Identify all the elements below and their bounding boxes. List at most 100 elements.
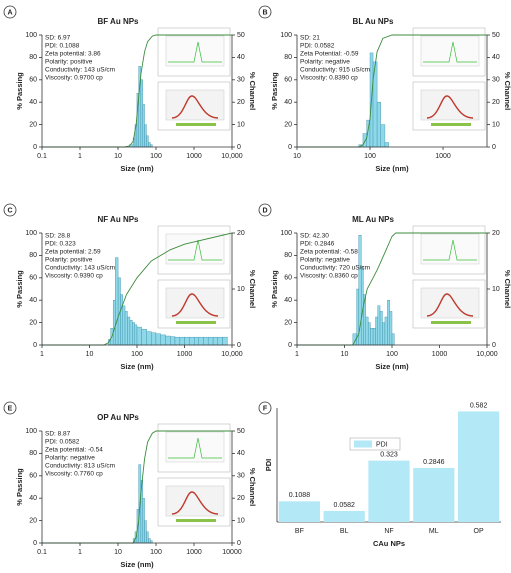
panel-title: NF Au NPs <box>97 215 139 224</box>
panel-title: OP Au NPs <box>97 413 139 422</box>
histogram-bar <box>377 305 381 346</box>
x-tick-label: 10 <box>114 153 122 160</box>
histogram-bar <box>372 327 376 346</box>
annotation: Polarity: negative <box>300 257 350 264</box>
histogram-bar <box>142 497 145 544</box>
inset-bar <box>176 123 216 126</box>
y-tick-label: 80 <box>29 252 37 259</box>
annotation: SD: 6.97 <box>45 35 71 42</box>
cumulative-line <box>297 34 487 148</box>
x-tick-label: 100 <box>150 549 162 556</box>
y-tick-label: 80 <box>29 450 37 457</box>
y2-tick-label: 20 <box>237 495 245 502</box>
x-tick-label: 1 <box>78 153 82 160</box>
x-tick-label: 10000 <box>222 549 242 556</box>
y-tick-label: 60 <box>29 275 37 282</box>
panel-badge <box>258 401 272 415</box>
y2-tick-label: 40 <box>492 54 500 61</box>
panel-badge <box>258 5 272 19</box>
y-tick-label: 60 <box>29 77 37 84</box>
annotation: Viscosity: 0.7760 cp <box>45 471 103 478</box>
x-tick-label: 1 <box>295 351 299 358</box>
annotation: Zeta Potential: -0.59 <box>300 51 359 58</box>
y2-tick-label: 50 <box>237 32 245 39</box>
histogram-bar <box>151 332 157 346</box>
cumulative-line <box>42 430 232 544</box>
inset-plot <box>165 431 225 463</box>
y-tick-label: 40 <box>29 297 37 304</box>
y-axis-title: % Passing <box>270 72 279 110</box>
histogram-bar <box>222 336 228 346</box>
panel-letter: E <box>8 405 13 412</box>
inset-curve <box>171 95 219 119</box>
annotation: Conductivity: 813 uS/cm <box>45 463 115 470</box>
histogram-bar <box>203 336 209 346</box>
histogram-bar <box>179 336 185 346</box>
y-axis-title: PDI <box>264 459 273 472</box>
y2-tick-label: 50 <box>237 428 245 435</box>
y-tick-label: 0 <box>33 342 37 349</box>
annotation: Viscosity: 0.9390 cp <box>45 273 103 280</box>
histogram-bar <box>376 101 381 148</box>
y-tick-label: 40 <box>29 99 37 106</box>
inset-curve <box>171 491 219 515</box>
y-axis-title: % Passing <box>15 270 24 308</box>
bar <box>368 460 410 522</box>
histogram-bar <box>140 79 144 148</box>
histogram-bar <box>124 311 128 346</box>
x-tick-label: 0.1 <box>37 549 47 556</box>
x-tick-label: 1 <box>78 549 82 556</box>
histogram-bar <box>207 336 214 346</box>
y-tick-label: 20 <box>284 121 292 128</box>
value-label: 0.0582 <box>333 502 355 509</box>
y-tick-label: 0 <box>33 144 37 151</box>
y2-tick-label: 10 <box>492 121 500 128</box>
annotation: SD: 28.8 <box>45 233 71 240</box>
x-tick-label: 1000 <box>186 153 202 160</box>
annotation: PDI: 0.1088 <box>45 43 80 50</box>
y2-tick-label: 20 <box>492 99 500 106</box>
value-label: 0.2846 <box>423 459 445 466</box>
y2-tick-label: 10 <box>237 517 245 524</box>
value-label: 0.1088 <box>289 492 311 499</box>
histogram-bar <box>384 316 388 346</box>
annotation: Conductivity: 915 uS/cm <box>300 67 370 74</box>
histogram-bar <box>155 333 161 346</box>
legend-label: PDI <box>376 441 388 448</box>
x-tick-label: OP <box>474 528 484 535</box>
histogram-bar <box>144 124 147 148</box>
annotation: Polarity: positive <box>45 59 93 66</box>
inset-bar <box>431 123 471 126</box>
inset-bar <box>176 519 216 522</box>
y2-tick-label: 10 <box>237 121 245 128</box>
x-tick-label: 10,000 <box>221 351 243 358</box>
inset-plot <box>165 233 225 265</box>
annotation: Viscosity: 0.8360 cp <box>300 273 358 280</box>
panel-badge <box>3 5 17 19</box>
x-tick-label: NF <box>384 528 393 535</box>
histogram-bar <box>144 520 147 544</box>
y2-axis-title: % Channel <box>248 468 257 506</box>
annotation: SD: 42.30 <box>300 233 329 240</box>
value-label: 0.582 <box>470 402 488 409</box>
cumulative-line <box>42 232 233 346</box>
annotation: Viscosity: 0.9700 cp <box>45 75 103 82</box>
y-tick-label: 100 <box>280 230 292 237</box>
inset-curve <box>168 41 222 63</box>
annotation: Conductivity: 720 uS/cm <box>300 265 370 272</box>
y-tick-label: 20 <box>284 319 292 326</box>
panel-title: BL Au NPs <box>353 17 394 26</box>
y-tick-label: 60 <box>29 473 37 480</box>
x-tick-label: 10 <box>86 351 94 358</box>
histogram-bar <box>146 531 149 544</box>
histogram-bar <box>146 331 152 346</box>
histogram-bar <box>142 104 145 148</box>
x-tick-label: 1000 <box>177 351 193 358</box>
y-tick-label: 100 <box>25 230 37 237</box>
histogram-bar <box>136 326 142 346</box>
annotation: Zeta potential: -0.58 <box>300 249 358 256</box>
inset-plot <box>165 485 225 517</box>
histogram-bar <box>384 142 389 148</box>
